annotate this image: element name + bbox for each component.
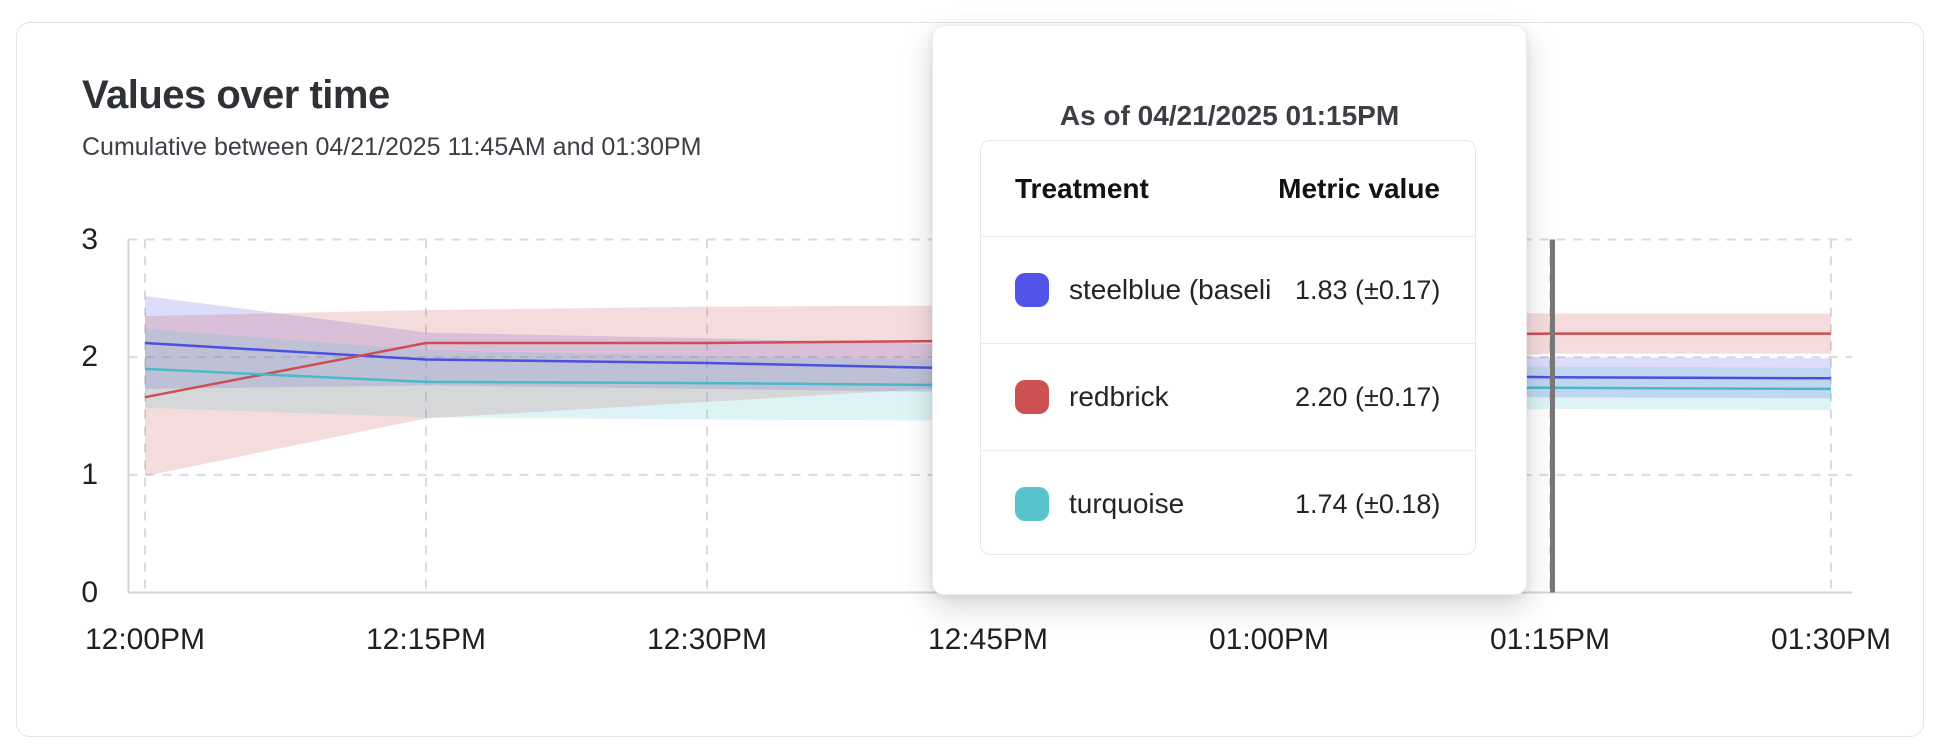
treatment-label: redbrick bbox=[1069, 381, 1169, 412]
hover-tooltip: As of 04/21/2025 01:15PM Treatment Metri… bbox=[932, 25, 1527, 595]
series-color-swatch bbox=[1015, 380, 1049, 414]
metric-value: 1.74 (±0.18) bbox=[1295, 488, 1441, 519]
tooltip-table: Treatment Metric value steelblue (baseli… bbox=[980, 140, 1476, 555]
x-tick-label: 01:00PM bbox=[1208, 623, 1330, 656]
x-tick-label: 12:30PM bbox=[646, 623, 768, 656]
series-color-swatch bbox=[1015, 487, 1049, 521]
series-color-swatch bbox=[1015, 273, 1049, 307]
y-tick-label: 1 bbox=[81, 457, 98, 491]
metric-value: 2.20 (±0.17) bbox=[1295, 381, 1441, 412]
page-title: Values over time bbox=[82, 73, 390, 117]
column-metric-value: Metric value bbox=[1278, 172, 1440, 204]
tooltip-table-header: Treatment Metric value bbox=[981, 141, 1475, 237]
chart-subtitle: Cumulative between 04/21/2025 11:45AM an… bbox=[82, 133, 702, 161]
y-tick-label: 2 bbox=[81, 340, 98, 374]
x-tick-label: 12:45PM bbox=[927, 623, 1049, 656]
y-tick-label: 3 bbox=[81, 222, 98, 256]
tooltip-rows: steelblue (baseli 1.83 (±0.17) redbrick 2.2… bbox=[981, 237, 1475, 554]
y-tick-label: 0 bbox=[81, 575, 98, 609]
x-tick-label: 12:00PM bbox=[84, 623, 206, 656]
column-treatment: Treatment bbox=[1015, 172, 1149, 204]
treatment-label: turquoise bbox=[1069, 488, 1185, 519]
x-tick-label: 12:15PM bbox=[365, 623, 487, 656]
tooltip-title: As of 04/21/2025 01:15PM bbox=[1059, 100, 1400, 131]
metric-value: 1.83 (±0.17) bbox=[1295, 274, 1441, 305]
x-tick-label: 01:30PM bbox=[1770, 623, 1892, 656]
treatment-label: steelblue (baseli bbox=[1069, 274, 1272, 305]
x-tick-label: 01:15PM bbox=[1489, 623, 1611, 656]
tooltip-row: turquoise 1.74 (±0.18) bbox=[981, 451, 1475, 554]
tooltip-row: redbrick 2.20 (±0.17) bbox=[981, 344, 1475, 451]
tooltip-row: steelblue (baseli 1.83 (±0.17) bbox=[981, 237, 1475, 344]
